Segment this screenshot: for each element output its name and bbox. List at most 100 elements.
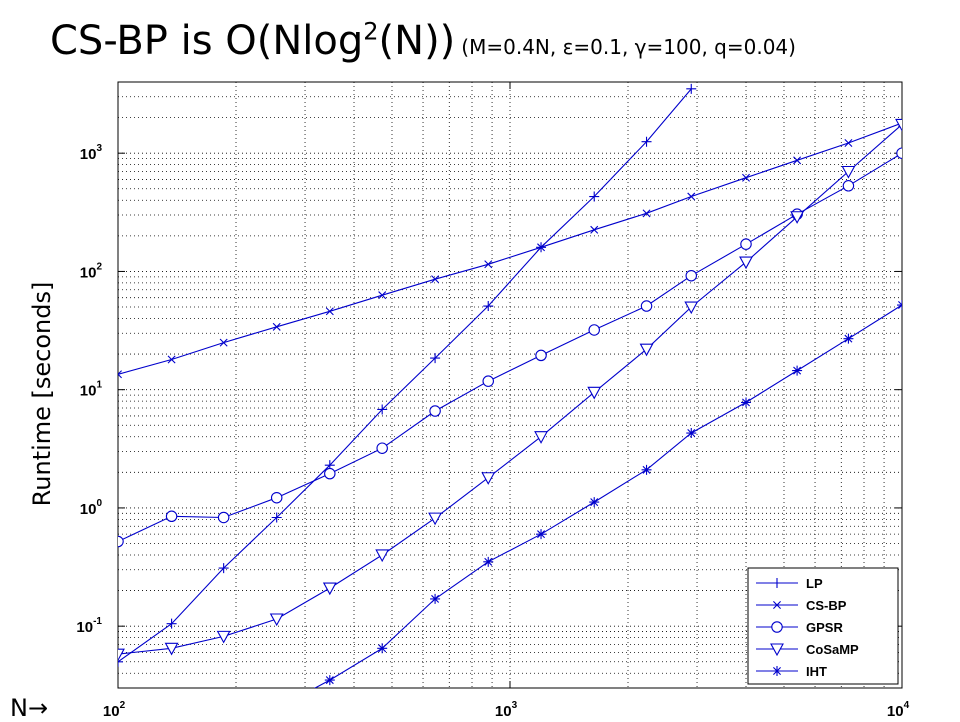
data-point-marker	[536, 529, 547, 540]
data-point-marker	[376, 442, 388, 454]
legend-label: CS-BP	[806, 598, 847, 613]
series-lp	[118, 83, 697, 667]
data-point-marker	[300, 688, 310, 698]
series-group	[118, 83, 902, 698]
data-point-marker	[219, 338, 228, 347]
data-point-marker	[792, 365, 803, 376]
series-line	[118, 124, 902, 655]
x-tick-labels: 102 103 104	[103, 700, 910, 720]
data-point-marker	[429, 405, 441, 417]
data-point-marker	[431, 275, 440, 284]
data-point-marker	[687, 192, 696, 201]
y-tick-label: 100	[80, 498, 103, 518]
data-point-marker	[377, 643, 388, 654]
data-point-marker	[324, 675, 335, 686]
series-gpsr	[118, 147, 902, 548]
data-point-marker	[843, 333, 854, 344]
data-point-marker	[430, 593, 441, 604]
series-line	[118, 122, 902, 375]
title-end-text: (N))	[378, 18, 456, 64]
data-point-marker	[165, 510, 178, 523]
data-point-marker	[270, 491, 283, 504]
data-point-marker	[640, 300, 653, 312]
data-point-marker	[897, 300, 902, 311]
data-point-marker	[218, 563, 229, 574]
data-point-marker	[216, 630, 231, 644]
data-point-marker	[483, 301, 494, 312]
data-point-marker	[790, 211, 805, 224]
series-line	[118, 88, 692, 663]
x-axis-label: N→	[10, 694, 49, 722]
x-tick-label: 104	[887, 700, 910, 720]
series-iht	[300, 300, 902, 698]
axis-tick-marks	[117, 82, 903, 688]
data-point-marker	[377, 404, 388, 415]
series-cosamp	[118, 118, 902, 662]
y-tick-label: 101	[80, 380, 103, 400]
data-point-marker	[896, 147, 902, 159]
data-point-marker	[118, 656, 123, 667]
data-point-marker	[535, 349, 547, 362]
data-point-marker	[641, 464, 652, 475]
data-point-marker	[772, 666, 782, 676]
data-point-marker	[686, 428, 697, 439]
data-point-marker	[773, 601, 781, 609]
data-point-marker	[589, 191, 600, 202]
y-tick-label: 102	[80, 261, 103, 281]
data-point-marker	[641, 136, 652, 147]
legend-item: IHT	[756, 664, 827, 679]
x-tick-label: 102	[103, 700, 126, 720]
data-point-marker	[118, 370, 122, 379]
data-point-marker	[166, 618, 177, 629]
data-point-marker	[587, 386, 602, 400]
data-point-marker	[642, 209, 651, 218]
data-point-marker	[322, 582, 337, 596]
legend-item: GPSR	[756, 620, 843, 635]
data-point-marker	[590, 225, 599, 234]
data-point-marker	[430, 353, 441, 364]
series-line	[118, 152, 902, 542]
data-point-marker	[325, 307, 334, 316]
y-tick-label: 103	[80, 143, 103, 163]
data-point-marker	[739, 256, 753, 270]
data-point-marker	[484, 260, 493, 269]
data-point-marker	[844, 138, 853, 147]
data-point-marker	[793, 156, 802, 165]
data-point-marker	[842, 180, 855, 192]
data-point-marker	[118, 535, 124, 548]
data-point-marker	[740, 238, 752, 250]
data-point-marker	[428, 512, 443, 526]
data-point-marker	[742, 173, 750, 182]
data-point-marker	[481, 472, 496, 485]
data-point-marker	[770, 643, 784, 657]
data-point-marker	[841, 165, 856, 179]
title-superscript: 2	[363, 17, 379, 46]
data-point-marker	[895, 118, 902, 132]
data-point-marker	[217, 511, 230, 524]
data-point-marker	[167, 355, 176, 364]
data-point-marker	[534, 431, 548, 444]
data-point-marker	[118, 648, 125, 662]
title-params: (M=0.4N, ε=0.1, γ=100, q=0.04)	[461, 35, 796, 59]
data-point-marker	[271, 512, 282, 523]
data-point-marker	[269, 613, 284, 627]
data-point-marker	[772, 578, 782, 588]
legend-item: CoSaMP	[756, 642, 859, 657]
data-point-marker	[378, 291, 387, 300]
legend-item: CS-BP	[756, 598, 847, 613]
data-point-marker	[483, 556, 494, 567]
legend-item: LP	[756, 576, 823, 591]
data-point-marker	[639, 343, 654, 357]
legend-label: IHT	[806, 664, 827, 679]
data-point-marker	[684, 301, 699, 315]
x-tick-label: 103	[495, 700, 518, 720]
data-point-marker	[324, 467, 336, 480]
data-point-marker	[685, 269, 698, 282]
chart-title: CS-BP is O(Nlog2(N)) (M=0.4N, ε=0.1, γ=10…	[50, 18, 796, 64]
data-point-marker	[686, 83, 697, 94]
data-point-marker	[588, 324, 600, 336]
data-point-marker	[771, 621, 783, 633]
data-point-marker	[272, 322, 281, 331]
legend: LP CS-BP GPSR CoSaMP IHT	[747, 567, 899, 685]
